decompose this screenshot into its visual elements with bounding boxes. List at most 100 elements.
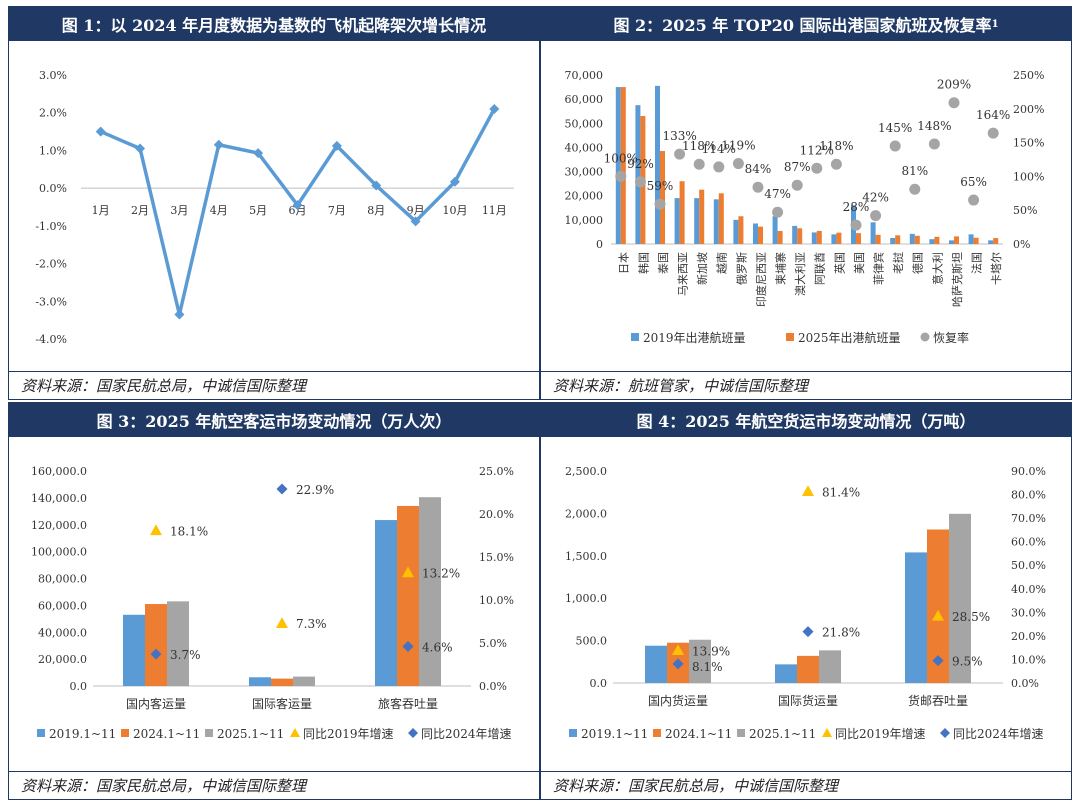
legend-label: 2024.1~11 — [665, 727, 732, 741]
bar-series-3 — [819, 650, 841, 683]
x-tick-label: 11月 — [482, 204, 507, 217]
y-left-tick-label: 0.0 — [590, 677, 608, 690]
data-point — [410, 216, 421, 227]
y-tick-label: -3.0% — [35, 295, 67, 308]
recovery-label: 87% — [784, 160, 811, 174]
marker-vs2024 — [802, 626, 814, 638]
label-vs2019: 13.9% — [692, 644, 730, 658]
y-tick-label: -1.0% — [35, 220, 67, 233]
recovery-label: 114% — [702, 142, 736, 156]
marker-vs2019 — [276, 617, 288, 629]
bar-2019 — [733, 219, 739, 244]
chart4-svg: 2,500.0 2,000.0 1,500.0 1,000.0 500.0 0.0 90.0… — [565, 465, 1046, 741]
chart3-source: 资料来源：国家民航总局，中诚信国际整理 — [9, 771, 539, 799]
recovery-dot — [928, 138, 940, 150]
bar-2019 — [772, 216, 778, 244]
y-left-tick-label: 40,000.0 — [38, 626, 87, 639]
marker-vs2024 — [276, 483, 288, 495]
bar-2019 — [988, 240, 994, 244]
legend-swatch — [569, 729, 577, 737]
y-right-tick-label: 70.0% — [1011, 512, 1046, 525]
bar-2025 — [758, 226, 763, 244]
bar-2019 — [831, 234, 837, 244]
legend-swatch — [653, 729, 661, 737]
marker-vs2019 — [932, 609, 944, 621]
x-tick-label: 7月 — [328, 204, 346, 217]
y-tick-label: 2.0% — [39, 107, 67, 120]
x-tick-label: 1月 — [92, 204, 110, 217]
bar-series-3 — [293, 676, 315, 686]
legend-label: 恢复率 — [933, 330, 969, 345]
legend-label: 2024.1~11 — [133, 727, 200, 741]
recovery-dot — [752, 181, 764, 193]
label-vs2024: 21.8% — [822, 626, 860, 640]
y-right-tick-label: 90.0% — [1011, 465, 1046, 478]
bar-2025 — [718, 193, 724, 244]
y-tick-label: 1.0% — [39, 144, 67, 157]
bar-2025 — [660, 151, 665, 244]
chart2-title-sup: 1 — [991, 18, 999, 30]
recovery-dot — [987, 127, 999, 139]
y-right-tick-label: 10.0% — [479, 594, 514, 607]
bar-2025 — [895, 235, 901, 244]
x-tick-label: 澳大利亚 — [793, 252, 807, 296]
y-right-tick-label: 60.0% — [1011, 536, 1046, 549]
x-tick-label: 菲律宾 — [872, 252, 886, 285]
recovery-label: 148% — [917, 119, 951, 133]
y-right-tick-label: 0.0% — [479, 680, 507, 693]
bar-2025 — [875, 234, 881, 244]
x-tick-label: 国际货运量 — [778, 693, 838, 708]
label-vs2024: 3.7% — [170, 648, 201, 662]
bar-series-1 — [775, 664, 797, 683]
legend-swatch — [786, 333, 794, 341]
data-point — [292, 200, 303, 211]
bar-2025 — [797, 228, 803, 244]
recovery-label: 209% — [937, 78, 971, 92]
bar-2019 — [909, 233, 915, 244]
bar-series-1 — [123, 614, 145, 686]
y-left-tick-label: 70,000 — [565, 69, 604, 82]
legend-label: 同比2024年增速 — [953, 727, 1044, 741]
recovery-dot — [732, 158, 744, 170]
recovery-label: 42% — [862, 191, 889, 205]
legend-swatch — [920, 332, 930, 342]
recovery-dot — [791, 179, 803, 191]
x-tick-label: 阿联酋 — [813, 252, 827, 285]
recovery-dot — [615, 170, 627, 182]
data-point — [213, 139, 224, 150]
x-tick-label: 俄罗斯 — [735, 252, 748, 285]
bar-2025 — [836, 232, 842, 244]
legend-swatch — [631, 333, 639, 341]
x-tick-label: 9月 — [407, 204, 425, 217]
marker-vs2024 — [672, 658, 684, 670]
recovery-dot — [889, 140, 901, 152]
bar-2025 — [856, 233, 861, 244]
chart3-svg: 160,000.0 140,000.0 120,000.0 100,000.0 80,0… — [31, 465, 514, 741]
bar-2019 — [713, 199, 719, 244]
y-left-tick-label: 50,000 — [565, 117, 604, 130]
bar-2019 — [949, 240, 954, 244]
recovery-label: 59% — [647, 179, 674, 193]
recovery-label: 28% — [843, 200, 870, 214]
panel-chart3: 图 3：2025 年航空客运市场变动情况（万人次） 160,000.0 140,0… — [8, 402, 540, 800]
bar-2025 — [816, 230, 822, 244]
bar-series-2 — [145, 604, 167, 686]
y-left-tick-label: 120,000.0 — [31, 519, 87, 532]
legend-swatch — [408, 728, 418, 738]
y-tick-label: 0.0% — [39, 182, 67, 195]
data-point — [449, 176, 460, 187]
bar-2025 — [954, 236, 959, 244]
legend-label: 同比2019年增速 — [303, 727, 394, 741]
label-vs2019: 18.1% — [170, 524, 208, 538]
marker-vs2024 — [150, 648, 162, 660]
panel-chart2: 图 2：2025 年 TOP20 国际出港国家航班及恢复率 1 70,000 60,… — [540, 6, 1072, 400]
bar-series-1 — [905, 552, 927, 683]
bar-2025 — [620, 87, 626, 244]
bar-2019 — [890, 237, 896, 244]
x-tick-label: 泰国 — [656, 252, 670, 274]
recovery-label: 65% — [960, 175, 987, 189]
recovery-label: 92% — [627, 157, 654, 171]
y-right-tick-label: 0% — [1013, 238, 1030, 251]
bar-series-1 — [645, 645, 667, 683]
y-right-tick-label: 200% — [1013, 103, 1044, 116]
